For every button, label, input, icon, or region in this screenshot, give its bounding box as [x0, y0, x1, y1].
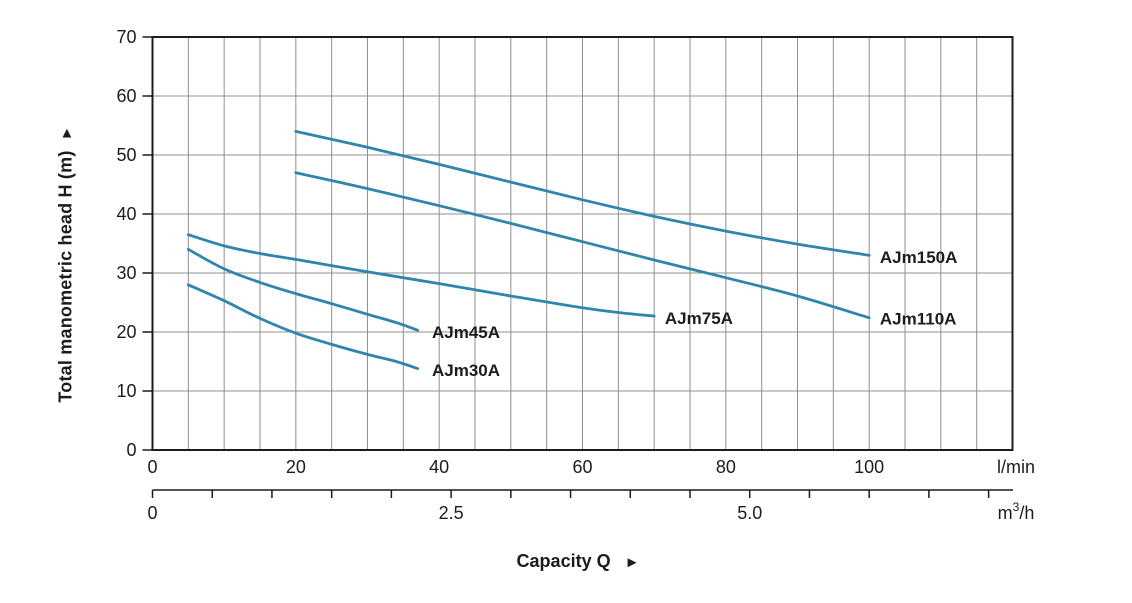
right-arrow-icon: ►: [624, 554, 640, 571]
y-tick-label: 0: [126, 440, 136, 460]
x-axis-title-text: Capacity Q: [516, 551, 611, 571]
curve-label-AJm45A: AJm45A: [432, 323, 500, 342]
x-axis-title: Capacity Q ►: [418, 551, 738, 572]
plot-border: [151, 36, 1014, 451]
curve-AJm45A: [186, 248, 420, 332]
curve-label-AJm150A: AJm150A: [880, 248, 958, 267]
y-tick-label: 10: [116, 381, 136, 401]
y-axis-title-text: Total manometric head H (m): [55, 150, 76, 403]
curve-labels: AJm150A AJm110A AJm75A AJm45A AJm30A: [432, 248, 957, 380]
m3h-tick-label: 5.0: [737, 503, 762, 523]
lmin-tick-label: 20: [286, 457, 306, 477]
curve-label-AJm110A: AJm110A: [880, 309, 957, 328]
pump-curves: [186, 130, 871, 370]
curve-AJm110A: [294, 171, 871, 320]
up-arrow-icon: ▲: [59, 124, 75, 142]
y-axis-ticks: 0 10 20 30 40 50 60 70: [116, 27, 153, 460]
lmin-tick-label: 0: [147, 457, 157, 477]
curve-AJm150A: [294, 130, 871, 257]
curve-AJm75A: [186, 233, 656, 318]
lmin-tick-label: 40: [429, 457, 449, 477]
y-tick-label: 40: [116, 204, 136, 224]
curve-label-AJm75A: AJm75A: [665, 309, 733, 328]
gridlines: [152, 37, 1013, 450]
lmin-tick-label: 60: [572, 457, 592, 477]
m3h-unit-label: m3/h: [998, 500, 1035, 523]
y-tick-label: 50: [116, 145, 136, 165]
y-axis-title: Total manometric head H (m) ▲: [55, 124, 77, 403]
m3h-tick-label: 2.5: [439, 503, 464, 523]
y-tick-label: 70: [116, 27, 136, 47]
y-tick-label: 30: [116, 263, 136, 283]
lmin-tick-label: 80: [716, 457, 736, 477]
plot-border-rect: [151, 36, 1014, 451]
y-tick-label: 60: [116, 86, 136, 106]
lmin-axis-labels: 0 20 40 60 80 100 l/min: [147, 457, 1035, 477]
curve-AJm30A: [186, 283, 420, 370]
curve-label-AJm30A: AJm30A: [432, 361, 500, 380]
lmin-unit-label: l/min: [997, 457, 1035, 477]
m3h-tick-label: 0: [147, 503, 157, 523]
m3h-axis: 0 2.5 5.0 m3/h: [147, 489, 1035, 523]
y-tick-label: 20: [116, 322, 136, 342]
lmin-tick-label: 100: [854, 457, 884, 477]
